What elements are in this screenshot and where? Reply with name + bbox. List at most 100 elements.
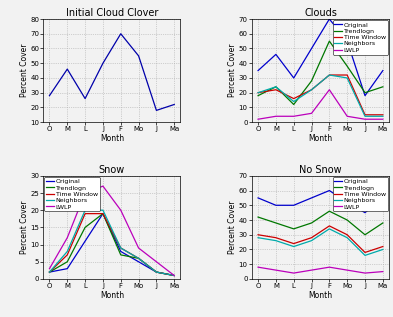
LWLP bbox=[118, 208, 123, 212]
Neighbors bbox=[345, 76, 349, 80]
Original bbox=[345, 200, 349, 204]
Neighbors bbox=[47, 270, 52, 274]
Trendlogn bbox=[118, 253, 123, 257]
Line: Time Window: Time Window bbox=[258, 75, 383, 115]
Original bbox=[65, 267, 70, 270]
Original bbox=[327, 189, 332, 192]
Time Window bbox=[274, 88, 278, 92]
LWLP bbox=[380, 117, 385, 121]
Time Window bbox=[101, 212, 105, 216]
Time Window bbox=[345, 233, 349, 237]
Line: Time Window: Time Window bbox=[258, 226, 383, 252]
Line: Neighbors: Neighbors bbox=[50, 210, 174, 275]
LWLP bbox=[172, 274, 176, 277]
Neighbors bbox=[327, 227, 332, 231]
Original bbox=[363, 94, 367, 98]
LWLP bbox=[65, 236, 70, 240]
Original bbox=[118, 249, 123, 253]
Y-axis label: Percent Cover: Percent Cover bbox=[20, 201, 29, 254]
Neighbors bbox=[65, 249, 70, 253]
Time Window bbox=[172, 274, 176, 277]
Time Window bbox=[256, 91, 261, 94]
LWLP bbox=[363, 271, 367, 275]
Neighbors bbox=[83, 208, 88, 212]
Y-axis label: Percent Cover: Percent Cover bbox=[228, 201, 237, 254]
Trendlogn bbox=[380, 85, 385, 89]
X-axis label: Month: Month bbox=[100, 290, 124, 300]
LWLP bbox=[83, 191, 88, 195]
Title: No Snow: No Snow bbox=[299, 165, 342, 175]
Original bbox=[136, 260, 141, 264]
LWLP bbox=[101, 184, 105, 188]
Line: Trendlogn: Trendlogn bbox=[50, 214, 174, 275]
Neighbors bbox=[172, 274, 176, 277]
Original bbox=[274, 53, 278, 56]
LWLP bbox=[291, 114, 296, 118]
Line: LWLP: LWLP bbox=[258, 267, 383, 273]
Time Window bbox=[363, 250, 367, 254]
Neighbors bbox=[363, 114, 367, 118]
Original bbox=[101, 212, 105, 216]
Original bbox=[291, 76, 296, 80]
Trendlogn bbox=[136, 256, 141, 260]
Time Window bbox=[47, 270, 52, 274]
LWLP bbox=[345, 268, 349, 272]
Trendlogn bbox=[172, 274, 176, 277]
LWLP bbox=[291, 271, 296, 275]
Trendlogn bbox=[154, 270, 159, 274]
Time Window bbox=[291, 242, 296, 245]
Neighbors bbox=[380, 114, 385, 118]
Line: Neighbors: Neighbors bbox=[258, 75, 383, 116]
Time Window bbox=[154, 270, 159, 274]
Trendlogn bbox=[327, 39, 332, 43]
Y-axis label: Percent Cover: Percent Cover bbox=[20, 44, 29, 97]
Original bbox=[83, 239, 88, 243]
LWLP bbox=[309, 112, 314, 115]
Original bbox=[345, 39, 349, 43]
Trendlogn bbox=[327, 209, 332, 213]
X-axis label: Month: Month bbox=[100, 134, 124, 143]
Trendlogn bbox=[65, 260, 70, 264]
Time Window bbox=[256, 233, 261, 237]
Time Window bbox=[291, 97, 296, 100]
LWLP bbox=[47, 267, 52, 270]
Trendlogn bbox=[47, 270, 52, 274]
Original bbox=[309, 196, 314, 200]
Line: Original: Original bbox=[258, 19, 383, 96]
Neighbors bbox=[154, 270, 159, 274]
Time Window bbox=[309, 88, 314, 92]
LWLP bbox=[309, 268, 314, 272]
Trendlogn bbox=[274, 85, 278, 89]
Original bbox=[380, 196, 385, 200]
Trendlogn bbox=[309, 79, 314, 83]
Neighbors bbox=[136, 256, 141, 260]
Line: Trendlogn: Trendlogn bbox=[258, 211, 383, 235]
Time Window bbox=[380, 245, 385, 249]
Neighbors bbox=[380, 248, 385, 251]
LWLP bbox=[256, 117, 261, 121]
Time Window bbox=[83, 212, 88, 216]
Time Window bbox=[363, 113, 367, 117]
Time Window bbox=[65, 253, 70, 257]
Time Window bbox=[327, 224, 332, 228]
Time Window bbox=[309, 236, 314, 240]
Neighbors bbox=[309, 239, 314, 243]
Original bbox=[291, 204, 296, 207]
Y-axis label: Percent Cover: Percent Cover bbox=[228, 44, 237, 97]
Neighbors bbox=[274, 85, 278, 89]
Time Window bbox=[274, 236, 278, 240]
Time Window bbox=[380, 113, 385, 117]
Time Window bbox=[345, 73, 349, 77]
Neighbors bbox=[256, 91, 261, 94]
Original bbox=[309, 47, 314, 50]
Line: LWLP: LWLP bbox=[50, 186, 174, 275]
LWLP bbox=[256, 265, 261, 269]
Line: Trendlogn: Trendlogn bbox=[258, 41, 383, 105]
Original bbox=[274, 204, 278, 207]
LWLP bbox=[380, 270, 385, 274]
Line: Original: Original bbox=[50, 214, 174, 275]
X-axis label: Month: Month bbox=[309, 290, 332, 300]
Original bbox=[256, 69, 261, 73]
Neighbors bbox=[118, 246, 123, 250]
Original bbox=[380, 69, 385, 73]
